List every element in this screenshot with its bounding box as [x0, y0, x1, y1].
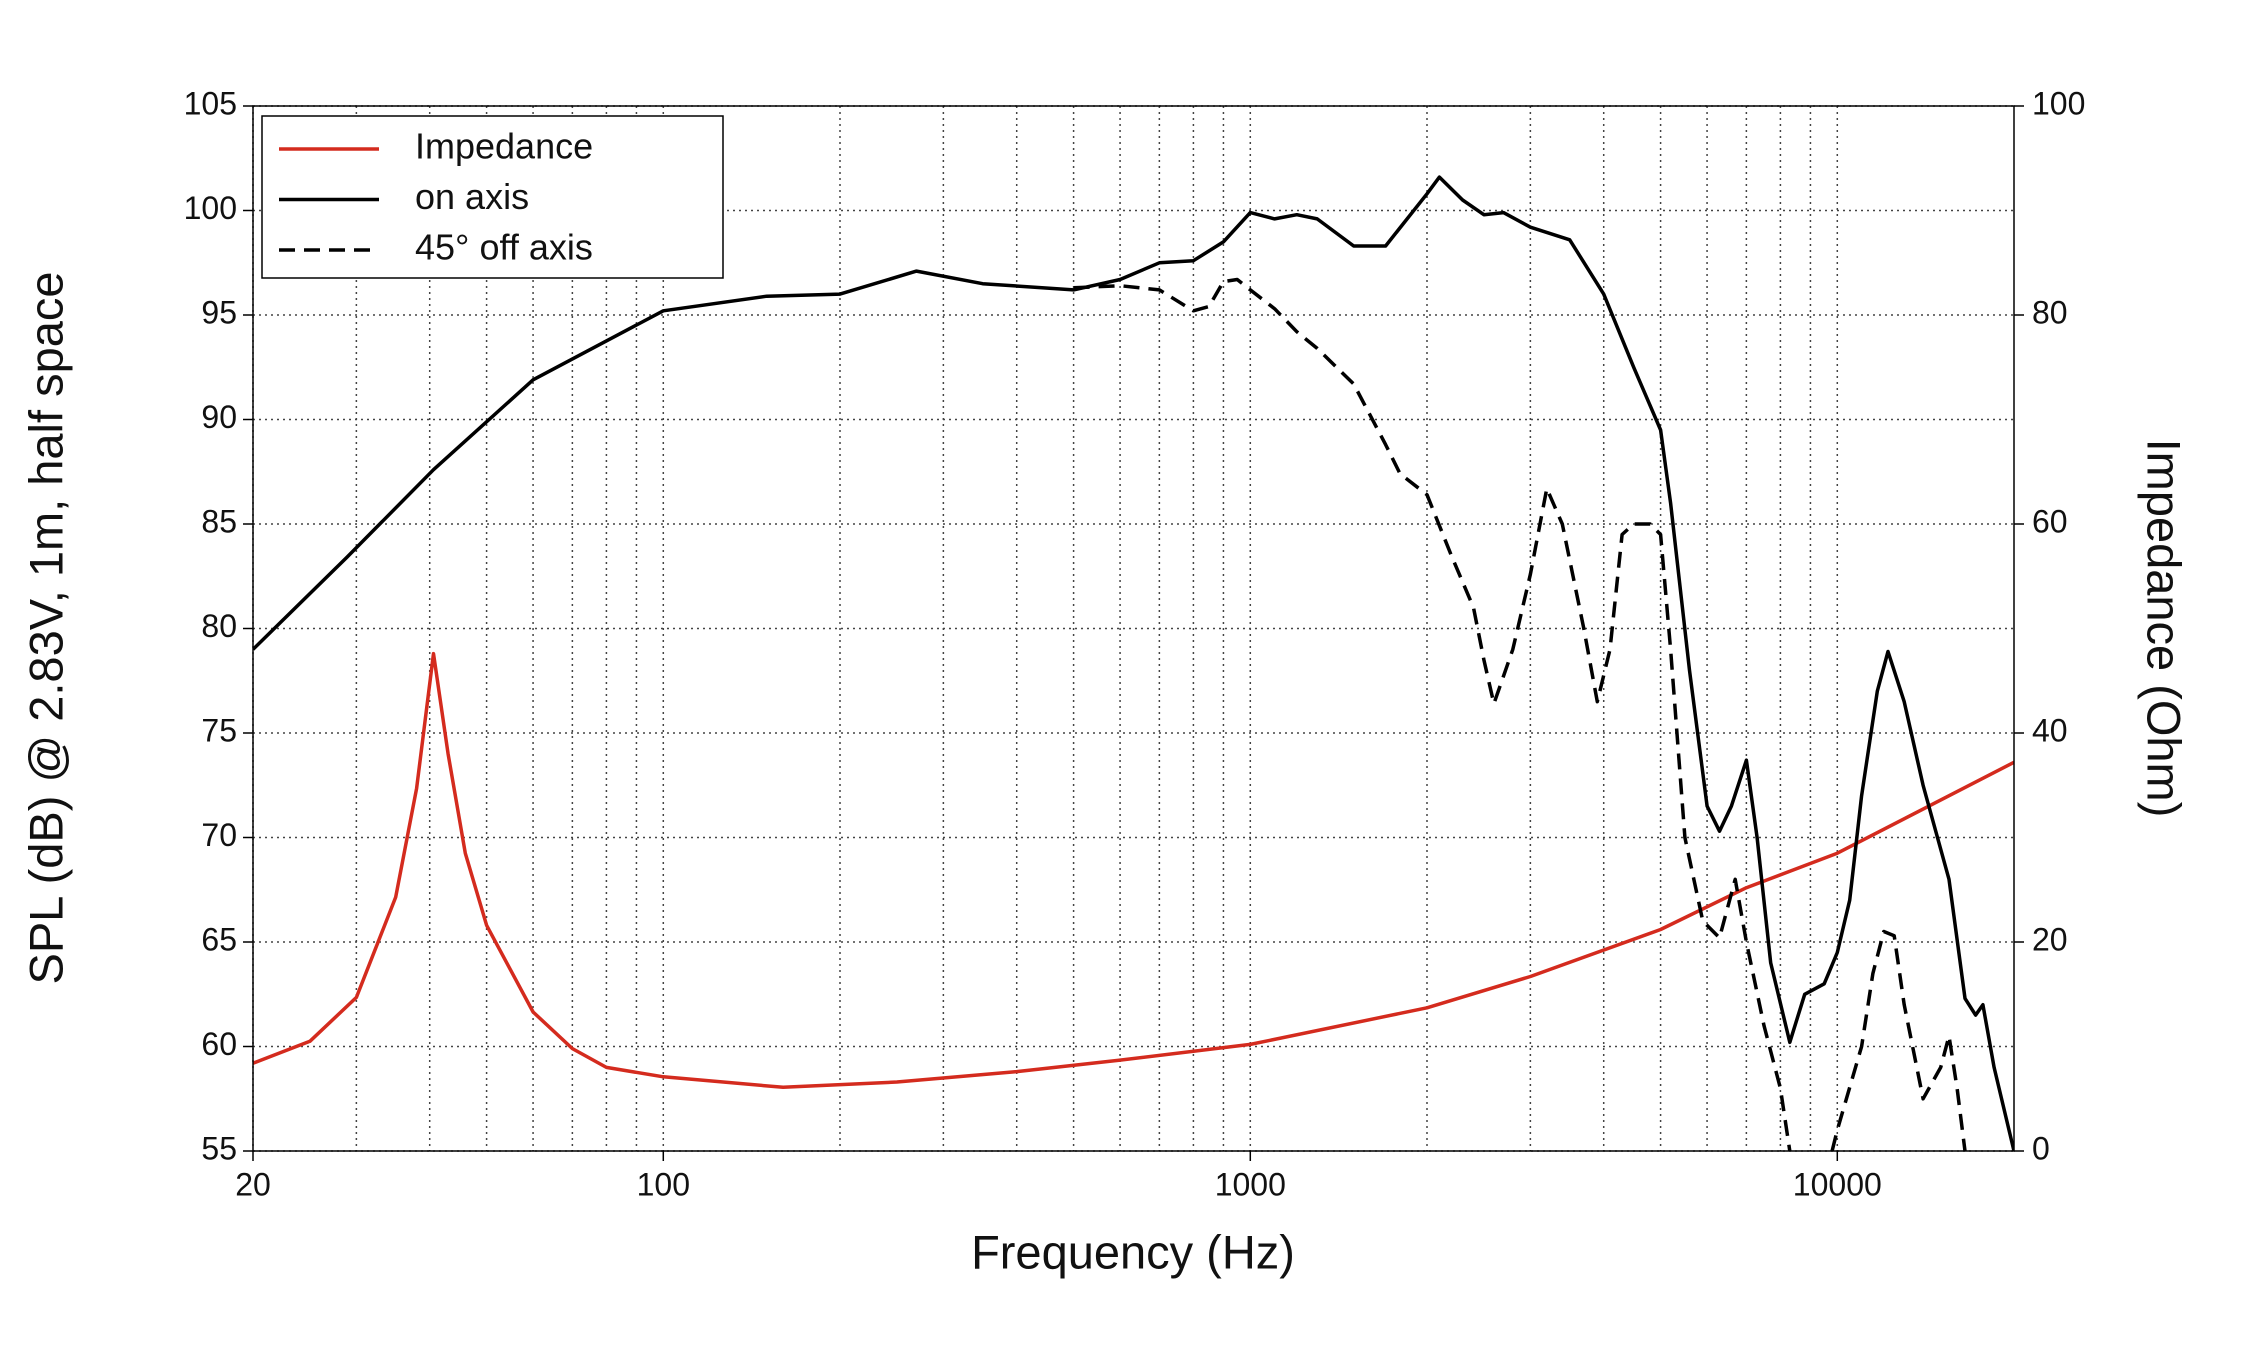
- y-tick-label: 100: [184, 190, 237, 226]
- y-tick-label: 75: [201, 712, 237, 748]
- x-axis-title: Frequency (Hz): [971, 1225, 1295, 1278]
- series-line: [253, 175, 2014, 1151]
- y-tick-label: 85: [201, 503, 237, 539]
- grid: 55 60 65 70 75 80 85 90 95 100 105 0 20 40 60 80 100 20 10…: [184, 85, 2086, 1202]
- y-tick-label: 90: [201, 399, 237, 435]
- series-line: [253, 651, 2014, 1090]
- legend: Impedance on axis 45° off axis: [261, 115, 724, 279]
- y-tick-label: 65: [201, 921, 237, 957]
- x-tick-label: 1000: [1215, 1166, 1286, 1202]
- y-tick-label: 70: [201, 817, 237, 853]
- x-tick-label: 10000: [1793, 1166, 1882, 1202]
- plot-area: [253, 175, 2014, 1151]
- y2-tick-label: 0: [2032, 1130, 2050, 1166]
- y2-tick-label: 100: [2032, 85, 2085, 121]
- legend-label: 45° off axis: [415, 227, 593, 268]
- y2-axis-title: Impedance (Ohm): [2138, 439, 2191, 818]
- plot-frame: [252, 105, 2015, 1152]
- x-tick-label: 100: [637, 1166, 690, 1202]
- y-axis-title: SPL (dB) @ 2.83V, 1m, half space: [19, 271, 72, 984]
- y2-tick-label: 20: [2032, 921, 2068, 957]
- y2-tick-label: 80: [2032, 294, 2068, 330]
- y-tick-label: 105: [184, 85, 237, 121]
- legend-label: on axis: [415, 176, 529, 217]
- y-tick-label: 95: [201, 294, 237, 330]
- y-tick-label: 80: [201, 608, 237, 644]
- y-tick-label: 55: [201, 1130, 237, 1166]
- legend-label: Impedance: [415, 126, 593, 167]
- y2-tick-label: 60: [2032, 503, 2068, 539]
- y2-tick-label: 40: [2032, 712, 2068, 748]
- y-tick-label: 60: [201, 1026, 237, 1062]
- series-line: [1073, 277, 1967, 1151]
- x-tick-label: 20: [235, 1166, 271, 1202]
